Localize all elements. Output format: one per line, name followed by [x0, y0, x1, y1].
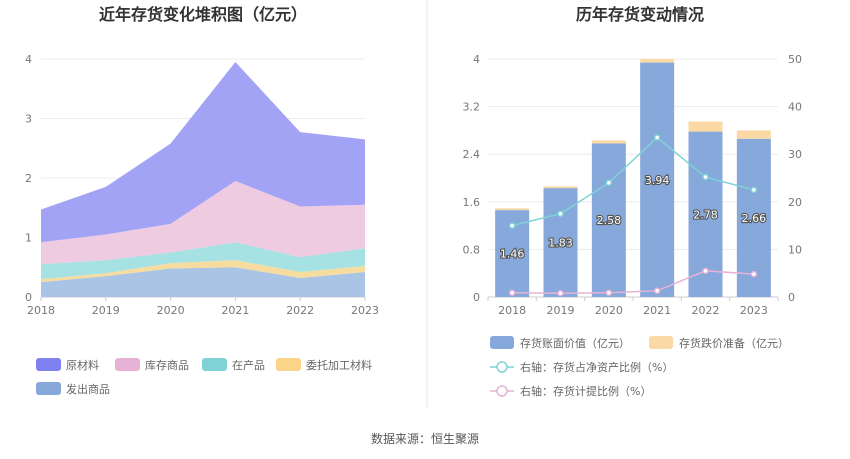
x-tick-label: 2020 — [595, 304, 623, 317]
y-tick-label: 4 — [25, 53, 32, 66]
bar-data-label: 2.58 — [597, 214, 622, 227]
legend-swatch — [490, 336, 514, 349]
y2-tick-label: 0 — [788, 291, 795, 304]
line-point — [605, 179, 613, 187]
x-tick-label: 2020 — [157, 304, 185, 317]
bar-impairment-provision — [736, 130, 771, 139]
bar-impairment-provision — [688, 121, 723, 132]
x-tick-label: 2023 — [351, 304, 379, 317]
y2-tick-label: 20 — [788, 196, 802, 209]
inventory-bar-chart: 历年存货变动情况 1.46 1.83 2.58 3.94 2.78 2.66 0 0.8 1.… — [463, 5, 803, 398]
legend-swatch — [649, 336, 673, 349]
y-tick-label: 0 — [25, 291, 32, 304]
line-point — [750, 270, 758, 278]
legend-swatch — [276, 358, 301, 371]
legend-swatch — [36, 358, 61, 371]
bar-data-label: 2.66 — [742, 212, 767, 225]
bar-book-value — [736, 138, 771, 297]
stacked-area-chart: 近年存货变化堆积图（亿元） 0 1 2 3 4 2018 2019 2020 2021 2022… — [25, 5, 379, 396]
legend-label: 委托加工材料 — [306, 358, 372, 372]
line-point — [508, 222, 516, 229]
y-tick-label: 0.8 — [463, 243, 481, 256]
bar-data-label: 3.94 — [645, 174, 670, 187]
line-series-右轴：存货计提比例（%） — [512, 270, 754, 294]
legend-label: 发出商品 — [66, 382, 110, 396]
line-point — [508, 289, 516, 296]
legend-swatch — [115, 358, 140, 371]
stacked-chart-title: 近年存货变化堆积图（亿元） — [99, 5, 307, 24]
x-tick-label: 2018 — [498, 304, 526, 317]
x-tick-label: 2021 — [643, 304, 671, 317]
legend-label: 原材料 — [66, 358, 99, 372]
line-point — [750, 186, 758, 194]
x-tick-label: 2019 — [92, 304, 120, 317]
bar-book-value — [591, 143, 626, 297]
y2-tick-label: 10 — [788, 243, 802, 256]
bar-impairment-provision — [640, 59, 675, 63]
line-point — [557, 289, 564, 297]
x-tick-label: 2018 — [27, 304, 55, 317]
line-point — [702, 173, 709, 181]
legend-label: 在产品 — [232, 358, 265, 372]
bar-book-value — [640, 62, 675, 297]
x-tick-label: 2019 — [547, 304, 575, 317]
bar-impairment-provision — [495, 208, 530, 211]
bar-chart-title: 历年存货变动情况 — [576, 5, 704, 24]
legend-swatch — [202, 358, 227, 371]
bar-impairment-provision — [591, 140, 626, 144]
legend-swatch — [36, 382, 61, 395]
y-tick-label: 2.4 — [463, 148, 481, 161]
legend-line-marker — [496, 385, 508, 397]
x-tick-label: 2022 — [692, 304, 720, 317]
legend-label: 库存商品 — [145, 358, 189, 372]
y-tick-label: 3 — [25, 113, 32, 126]
y-tick-label: 1 — [25, 232, 32, 245]
legend-label: 存货账面价值（亿元） — [520, 336, 630, 350]
bar-impairment-provision — [543, 186, 578, 189]
y-tick-label: 4 — [473, 53, 480, 66]
y2-tick-label: 50 — [788, 53, 802, 66]
bar-data-label: 2.78 — [693, 208, 718, 221]
line-point — [653, 134, 661, 141]
line-point — [605, 289, 613, 296]
area-series-委托加工材料 — [41, 260, 365, 283]
x-tick-label: 2021 — [221, 304, 249, 317]
y-tick-label: 3.2 — [463, 101, 481, 114]
bar-data-label: 1.46 — [500, 248, 525, 261]
area-series-原材料 — [41, 61, 365, 243]
area-series-在产品 — [41, 242, 365, 280]
y2-tick-label: 40 — [788, 101, 802, 114]
data-source-label: 数据来源：恒生聚源 — [371, 431, 479, 446]
y2-tick-label: 30 — [788, 148, 802, 161]
line-series-右轴：存货占净资产比例（%） — [511, 136, 755, 227]
area-series-发出商品 — [41, 267, 365, 297]
legend-line-marker — [496, 361, 508, 373]
x-tick-label: 2023 — [740, 304, 768, 317]
bar-data-label: 1.83 — [548, 237, 573, 250]
area-series-库存商品 — [41, 180, 365, 265]
legend-label: 右轴：存货占净资产比例（%） — [520, 360, 673, 374]
legend-label: 存货跌价准备（亿元） — [679, 336, 789, 350]
y-tick-label: 1.6 — [463, 196, 481, 209]
line-point — [557, 210, 564, 217]
x-tick-label: 2022 — [286, 304, 314, 317]
line-point — [702, 267, 709, 275]
line-point — [653, 287, 661, 295]
y-tick-label: 0 — [473, 291, 480, 304]
legend-label: 右轴：存货计提比例（%） — [520, 384, 651, 398]
y-tick-label: 2 — [25, 172, 32, 185]
